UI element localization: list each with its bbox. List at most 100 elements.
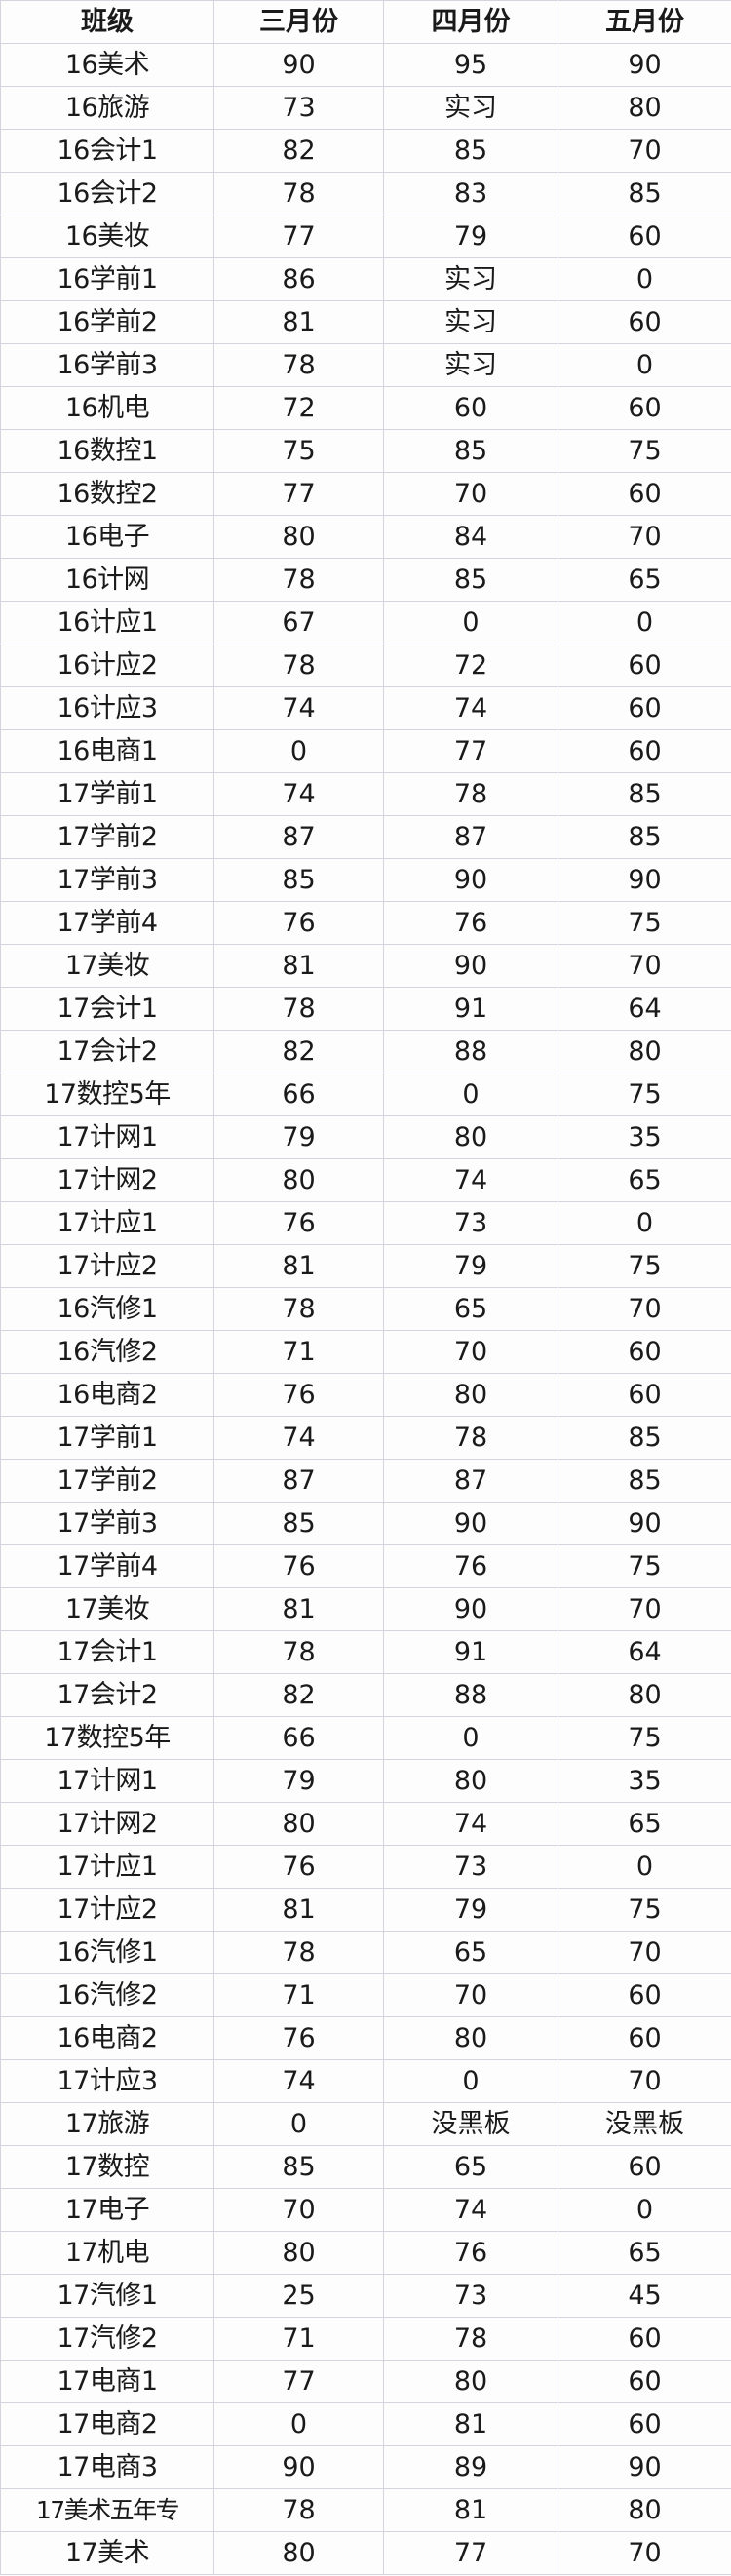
cell-class-name: 16汽修1 bbox=[0, 1287, 214, 1331]
column-header-class: 班级 bbox=[0, 0, 214, 44]
cell-april-score: 95 bbox=[383, 43, 558, 87]
cell-april-score: 65 bbox=[383, 1931, 558, 1974]
cell-may-score: 60 bbox=[558, 2145, 731, 2189]
cell-march-score: 25 bbox=[213, 2274, 384, 2318]
cell-may-score: 65 bbox=[558, 558, 731, 602]
cell-march-score: 80 bbox=[213, 515, 384, 559]
cell-may-score: 60 bbox=[558, 729, 731, 773]
cell-may-score: 0 bbox=[558, 2188, 731, 2232]
cell-may-score: 60 bbox=[558, 300, 731, 344]
cell-april-score: 0 bbox=[383, 1716, 558, 1760]
cell-april-score: 90 bbox=[383, 858, 558, 902]
table-row: 17计网1 79 80 35 bbox=[0, 1115, 731, 1159]
cell-class-name: 17会计1 bbox=[0, 1630, 214, 1674]
cell-march-score: 80 bbox=[213, 1802, 384, 1846]
cell-april-score: 70 bbox=[383, 1330, 558, 1374]
table-row: 17学前2 87 87 85 bbox=[0, 815, 731, 859]
cell-class-name: 16电子 bbox=[0, 515, 214, 559]
cell-may-score: 85 bbox=[558, 772, 731, 816]
cell-class-name: 17会计2 bbox=[0, 1673, 214, 1717]
cell-may-score: 60 bbox=[558, 2360, 731, 2403]
cell-class-name: 16电商2 bbox=[0, 1373, 214, 1417]
cell-may-score: 60 bbox=[558, 386, 731, 430]
cell-march-score: 78 bbox=[213, 343, 384, 387]
cell-april-score: 85 bbox=[383, 129, 558, 173]
table-row: 17计网1 79 80 35 bbox=[0, 1759, 731, 1803]
cell-class-name: 17计网1 bbox=[0, 1759, 214, 1803]
column-header-april: 四月份 bbox=[383, 0, 558, 44]
cell-class-name: 17学前3 bbox=[0, 858, 214, 902]
cell-may-score: 60 bbox=[558, 1973, 731, 2017]
table-row: 17汽修2 71 78 60 bbox=[0, 2317, 731, 2361]
table-body: 16美术 90 95 90 16旅游 73 实习 80 16会计1 82 85 70 16会计2 78 83… bbox=[0, 43, 731, 2575]
cell-class-name: 17学前2 bbox=[0, 815, 214, 859]
table-row: 16电商2 76 80 60 bbox=[0, 2016, 731, 2060]
table-row: 17学前3 85 90 90 bbox=[0, 1502, 731, 1545]
cell-april-score: 实习 bbox=[383, 257, 558, 301]
cell-class-name: 16机电 bbox=[0, 386, 214, 430]
cell-april-score: 74 bbox=[383, 1158, 558, 1202]
table-row: 17美妆 81 90 70 bbox=[0, 944, 731, 988]
table-row: 16数控2 77 70 60 bbox=[0, 472, 731, 516]
cell-april-score: 83 bbox=[383, 172, 558, 215]
cell-april-score: 70 bbox=[383, 472, 558, 516]
cell-april-score: 80 bbox=[383, 2360, 558, 2403]
table-row: 17学前2 87 87 85 bbox=[0, 1459, 731, 1503]
cell-class-name: 16会计2 bbox=[0, 172, 214, 215]
table-row: 16汽修2 71 70 60 bbox=[0, 1330, 731, 1374]
cell-class-name: 17计应1 bbox=[0, 1201, 214, 1245]
table-row: 17会计2 82 88 80 bbox=[0, 1030, 731, 1073]
cell-may-score: 0 bbox=[558, 601, 731, 644]
cell-march-score: 76 bbox=[213, 1845, 384, 1889]
cell-may-score: 75 bbox=[558, 1716, 731, 1760]
cell-may-score: 60 bbox=[558, 1330, 731, 1374]
cell-may-score: 85 bbox=[558, 172, 731, 215]
cell-march-score: 87 bbox=[213, 815, 384, 859]
cell-april-score: 76 bbox=[383, 901, 558, 945]
table-row: 17计网2 80 74 65 bbox=[0, 1802, 731, 1846]
cell-march-score: 70 bbox=[213, 2188, 384, 2232]
cell-may-score: 60 bbox=[558, 686, 731, 730]
cell-april-score: 74 bbox=[383, 1802, 558, 1846]
cell-march-score: 85 bbox=[213, 2145, 384, 2189]
cell-march-score: 79 bbox=[213, 1115, 384, 1159]
cell-april-score: 84 bbox=[383, 515, 558, 559]
cell-class-name: 17计应1 bbox=[0, 1845, 214, 1889]
cell-may-score: 60 bbox=[558, 472, 731, 516]
table-row: 17会计1 78 91 64 bbox=[0, 987, 731, 1031]
cell-march-score: 76 bbox=[213, 1373, 384, 1417]
cell-april-score: 81 bbox=[383, 2488, 558, 2532]
table-row: 16计应1 67 0 0 bbox=[0, 601, 731, 644]
cell-may-score: 65 bbox=[558, 2231, 731, 2275]
cell-class-name: 16计网 bbox=[0, 558, 214, 602]
table-row: 16电子 80 84 70 bbox=[0, 515, 731, 559]
cell-march-score: 87 bbox=[213, 1459, 384, 1503]
cell-april-score: 88 bbox=[383, 1030, 558, 1073]
cell-april-score: 73 bbox=[383, 1845, 558, 1889]
table-row: 16数控1 75 85 75 bbox=[0, 429, 731, 473]
cell-march-score: 81 bbox=[213, 1244, 384, 1288]
cell-march-score: 82 bbox=[213, 129, 384, 173]
cell-march-score: 77 bbox=[213, 472, 384, 516]
cell-may-score: 80 bbox=[558, 86, 731, 130]
table-row: 17计应3 74 0 70 bbox=[0, 2059, 731, 2103]
cell-march-score: 77 bbox=[213, 215, 384, 258]
cell-march-score: 72 bbox=[213, 386, 384, 430]
table-row: 16会计1 82 85 70 bbox=[0, 129, 731, 173]
cell-may-score: 80 bbox=[558, 2488, 731, 2532]
cell-may-score: 没黑板 bbox=[558, 2102, 731, 2146]
cell-may-score: 70 bbox=[558, 944, 731, 988]
cell-may-score: 70 bbox=[558, 515, 731, 559]
cell-march-score: 74 bbox=[213, 1416, 384, 1460]
table-row: 16学前1 86 实习 0 bbox=[0, 257, 731, 301]
cell-class-name: 17电商2 bbox=[0, 2402, 214, 2446]
table-row: 17旅游 0 没黑板 没黑板 bbox=[0, 2102, 731, 2146]
cell-april-score: 60 bbox=[383, 386, 558, 430]
cell-class-name: 17电商1 bbox=[0, 2360, 214, 2403]
cell-april-score: 81 bbox=[383, 2402, 558, 2446]
table-row: 16学前3 78 实习 0 bbox=[0, 343, 731, 387]
table-row: 16美术 90 95 90 bbox=[0, 43, 731, 87]
cell-may-score: 75 bbox=[558, 1244, 731, 1288]
cell-march-score: 76 bbox=[213, 2016, 384, 2060]
